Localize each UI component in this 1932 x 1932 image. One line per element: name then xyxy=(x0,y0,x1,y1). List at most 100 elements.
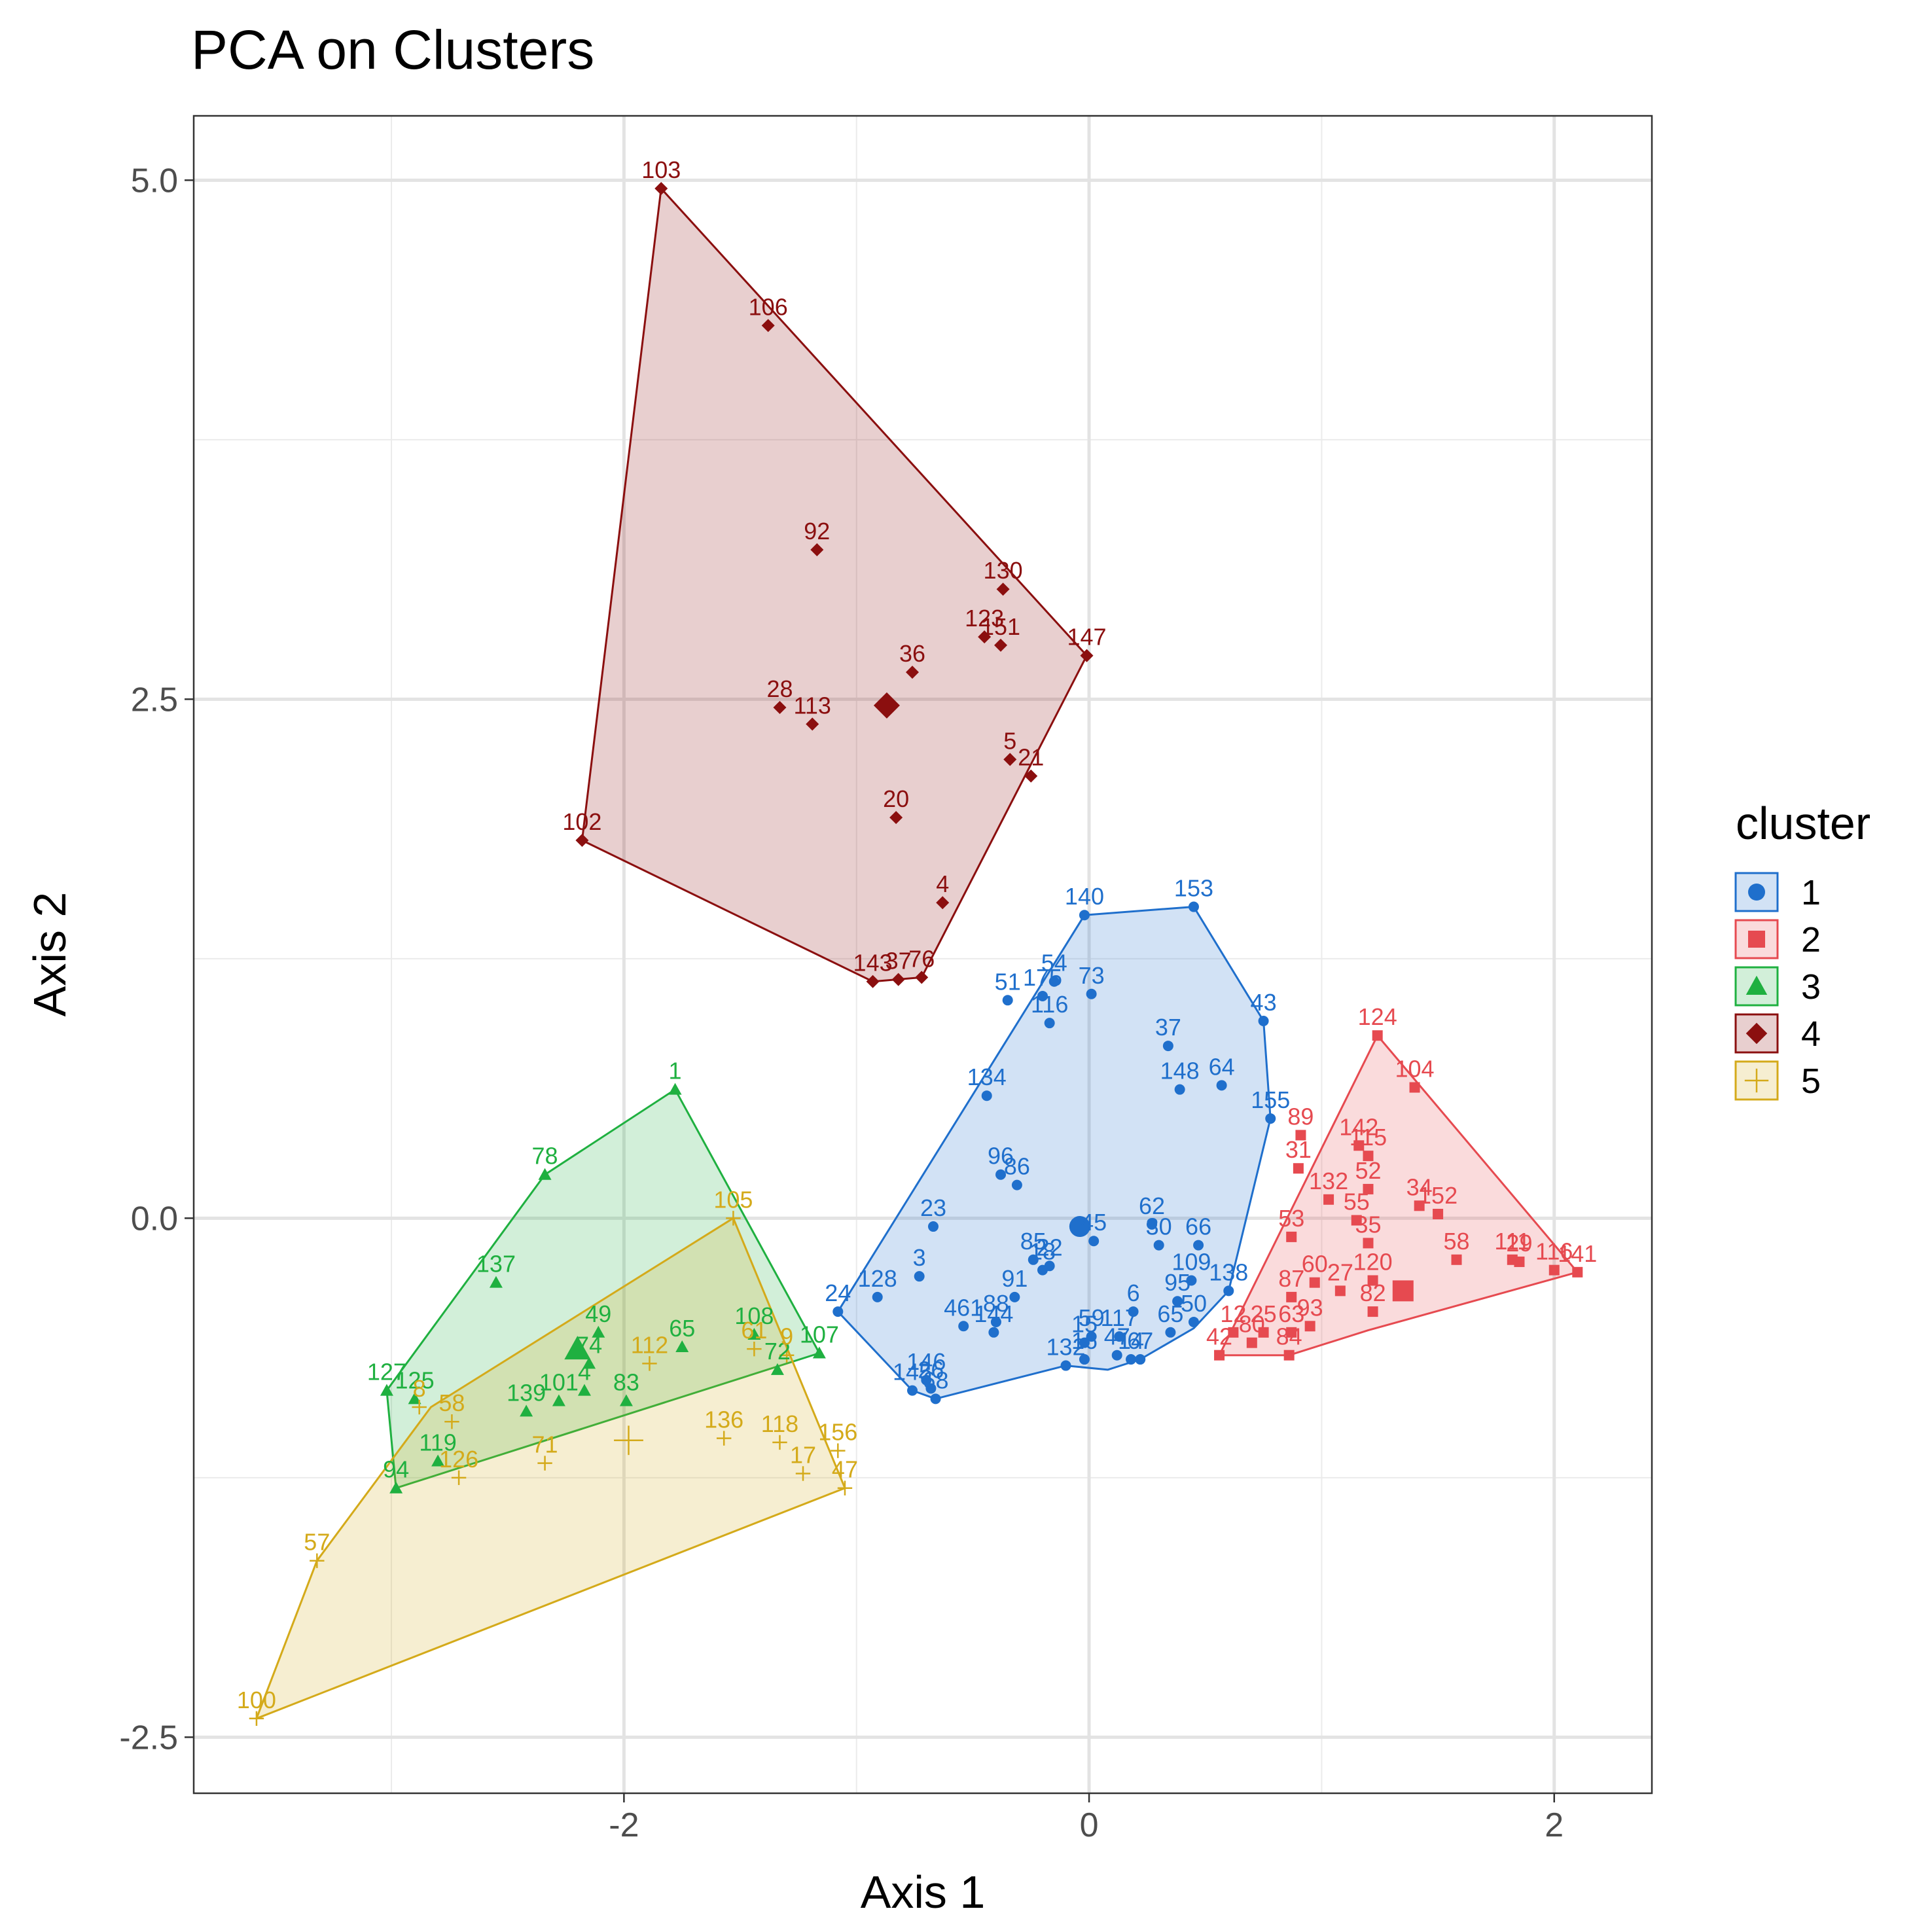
cluster-5-point xyxy=(451,1470,467,1486)
cluster-1-point-label: 54 xyxy=(1041,950,1067,976)
cluster-2-point-label: 53 xyxy=(1278,1205,1304,1232)
x-axis-title: Axis 1 xyxy=(861,1867,986,1918)
cluster-1-point-label: 91 xyxy=(1001,1265,1028,1292)
cluster-5-point xyxy=(642,1356,657,1371)
legend-key-marker xyxy=(1744,1068,1769,1093)
cluster-1-point-label: 134 xyxy=(967,1064,1007,1090)
cluster-1-point-label: 155 xyxy=(1251,1086,1290,1113)
cluster-1-point-label: 145 xyxy=(893,1359,932,1386)
cluster-1-point-label: 175 xyxy=(1023,964,1062,991)
cluster-3-point xyxy=(431,1454,445,1467)
cluster-1-point-label: 85 xyxy=(1020,1228,1046,1255)
cluster-4-point-label: 113 xyxy=(794,692,831,719)
cluster-1-point xyxy=(921,1374,932,1386)
cluster-3-point xyxy=(552,1394,565,1406)
cluster-2-point xyxy=(1283,1350,1295,1361)
cluster-2-point-label: 89 xyxy=(1287,1103,1314,1130)
cluster-1-point xyxy=(1223,1285,1234,1297)
cluster-1-point xyxy=(1011,1179,1022,1190)
cluster-1-point-label: 26 xyxy=(918,1356,944,1383)
cluster-5-point xyxy=(716,1431,732,1446)
cluster-5-point-label: 17 xyxy=(790,1442,816,1469)
cluster-1-point xyxy=(1165,1327,1176,1338)
cluster-2-point-label: 63 xyxy=(1278,1300,1304,1327)
legend-key-1 xyxy=(1734,872,1779,912)
cluster-1-centroid xyxy=(1069,1216,1090,1238)
cluster-1-point xyxy=(1114,1331,1125,1342)
cluster-1-point xyxy=(1079,1337,1090,1348)
minor-gridlines xyxy=(194,116,1652,1793)
cluster-1-point xyxy=(927,1221,939,1232)
cluster-3-point-label: 4 xyxy=(578,1359,591,1386)
cluster-2-point-label: 29 xyxy=(1506,1230,1532,1257)
legend-key-marker xyxy=(1748,884,1765,901)
cluster-1-point xyxy=(981,1090,992,1101)
panel-border xyxy=(192,115,1653,1795)
cluster-3-point-label: 108 xyxy=(734,1302,774,1329)
y-tick-label: 2.5 xyxy=(131,681,178,719)
cluster-2-point-label: 58 xyxy=(1443,1228,1469,1255)
cluster-1-point-label: 86 xyxy=(1004,1153,1030,1180)
cluster-1-point-label: 43 xyxy=(1251,989,1277,1016)
cluster-points xyxy=(249,182,1583,1726)
cluster-4-point-label: 102 xyxy=(562,808,601,835)
cluster-5-centroid xyxy=(614,1425,643,1456)
cluster-2-point xyxy=(1334,1285,1346,1297)
cluster-5-point-label: 112 xyxy=(631,1331,668,1358)
legend-key-4 xyxy=(1734,1013,1779,1054)
cluster-3-point xyxy=(619,1394,633,1406)
cluster-1-point xyxy=(1258,1016,1269,1027)
legend: cluster 1 2 3 4 5 xyxy=(1734,798,1870,1101)
cluster-2-point-label: 120 xyxy=(1353,1249,1393,1276)
cluster-hulls xyxy=(255,187,1579,1720)
cluster-1-point-label: 30 xyxy=(1146,1213,1172,1240)
cluster-4-point xyxy=(1080,649,1094,662)
cluster-2-point xyxy=(1409,1082,1420,1093)
cluster-4-point-label: 21 xyxy=(1018,744,1044,771)
cluster-4-point-label: 76 xyxy=(908,945,935,972)
cluster-4-centroid xyxy=(873,692,900,719)
cluster-2-point-label: 87 xyxy=(1278,1265,1304,1292)
cluster-3-point-label: 107 xyxy=(800,1321,839,1348)
cluster-2-point-label: 55 xyxy=(1344,1189,1370,1215)
cluster-1-point-label: 51 xyxy=(995,968,1021,995)
cluster-1-point-label: 117 xyxy=(1101,1304,1138,1331)
legend-title: cluster xyxy=(1736,798,1870,849)
cluster-3-point xyxy=(675,1340,689,1353)
cluster-4-point-label: 36 xyxy=(899,640,925,667)
cluster-5-point-label: 8 xyxy=(413,1375,426,1402)
cluster-3-point xyxy=(582,1357,596,1369)
cluster-4-point xyxy=(906,666,920,679)
legend-key-5 xyxy=(1734,1060,1779,1101)
cluster-1-point xyxy=(1037,1264,1048,1276)
cluster-1-point-label: 67 xyxy=(1127,1327,1153,1354)
cluster-1-point xyxy=(1128,1306,1139,1317)
cluster-1-point xyxy=(1174,1084,1185,1095)
cluster-3-point xyxy=(380,1384,393,1396)
cluster-1-point xyxy=(1147,1219,1158,1230)
cluster-4-point-label: 20 xyxy=(883,785,909,812)
cluster-2-point xyxy=(1295,1130,1306,1141)
cluster-1-point-label: 37 xyxy=(1155,1014,1181,1041)
cluster-2-point xyxy=(1414,1200,1425,1211)
cluster-2-point-label: 132 xyxy=(1309,1168,1348,1194)
legend-key-marker xyxy=(1748,931,1765,948)
cluster-1-point-label: 23 xyxy=(920,1194,946,1221)
cluster-4-point-label: 5 xyxy=(1003,727,1016,754)
legend-key-marker xyxy=(1745,1022,1768,1045)
cluster-1-point-label: 14 xyxy=(1118,1327,1144,1354)
cluster-2-point xyxy=(1363,1183,1374,1194)
cluster-1-point xyxy=(1188,901,1199,912)
cluster-1-point xyxy=(1162,1041,1173,1052)
legend-key-3 xyxy=(1734,966,1779,1007)
cluster-3-point xyxy=(520,1404,533,1417)
cluster-2-point xyxy=(1363,1238,1374,1249)
cluster-1-point xyxy=(1216,1080,1227,1091)
cluster-5-point xyxy=(249,1711,264,1726)
cluster-1-point xyxy=(1172,1296,1183,1307)
cluster-2-point-label: 93 xyxy=(1297,1294,1323,1321)
cluster-5-point xyxy=(831,1443,846,1458)
cluster-2-point xyxy=(1304,1321,1315,1332)
cluster-5-point-label: 71 xyxy=(532,1431,558,1458)
cluster-1-point-label: 146 xyxy=(906,1348,946,1375)
